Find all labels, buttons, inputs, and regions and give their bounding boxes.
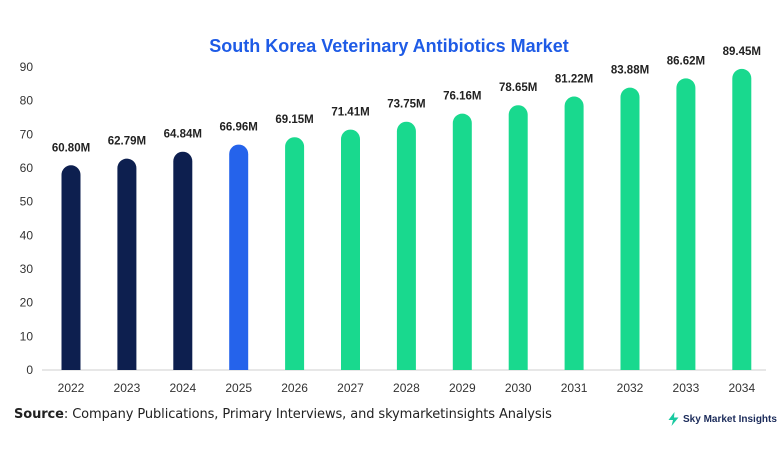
y-tick-label: 40 [20, 228, 34, 242]
x-tick-label: 2033 [673, 381, 700, 395]
bar [341, 129, 360, 370]
bar [564, 96, 584, 371]
x-axis: 2022 2023 2024 2025 2026 2027 2028 2029 2030 2031… [58, 381, 756, 395]
bar [396, 121, 416, 370]
x-tick-label: 2030 [505, 381, 532, 395]
source-note: Source: Company Publications, Primary In… [14, 407, 552, 422]
bar [173, 151, 193, 370]
y-tick-label: 10 [20, 329, 34, 343]
bar [676, 78, 696, 370]
bar [229, 144, 249, 370]
y-axis: 0 10 20 30 40 50 60 70 80 90 [20, 60, 34, 377]
y-tick-label: 70 [20, 127, 34, 141]
y-tick-label: 20 [20, 296, 34, 310]
data-label: 86.62M [667, 55, 705, 67]
bar [620, 87, 640, 370]
y-tick-label: 50 [20, 195, 34, 209]
x-tick-label: 2024 [169, 381, 196, 395]
data-labels: 60.80M 62.79M 64.84M 66.96M 69.15M 71.41M 73.7… [52, 46, 761, 154]
data-label: 76.16M [443, 91, 481, 103]
x-tick-label: 2027 [337, 381, 364, 395]
bar [508, 105, 528, 370]
data-label: 66.96M [220, 122, 258, 134]
bar [452, 113, 472, 370]
x-tick-label: 2032 [617, 381, 644, 395]
y-tick-label: 60 [20, 161, 34, 175]
y-tick-label: 90 [20, 60, 34, 74]
bar [117, 158, 137, 370]
data-label: 78.65M [499, 82, 537, 94]
data-label: 83.88M [611, 65, 649, 77]
brand-name: Sky Market Insights [683, 413, 777, 425]
y-tick-label: 30 [20, 262, 34, 276]
x-tick-label: 2022 [58, 381, 85, 395]
data-label: 89.45M [723, 46, 761, 58]
bars [61, 68, 752, 371]
bar [61, 165, 81, 370]
lightning-bolt-icon [668, 412, 679, 426]
x-tick-label: 2025 [225, 381, 252, 395]
y-tick-label: 0 [26, 363, 33, 377]
x-tick-label: 2023 [114, 381, 141, 395]
bar [732, 68, 752, 370]
brand-logo: Sky Market Insights [668, 412, 777, 426]
data-label: 81.22M [555, 74, 593, 86]
x-tick-label: 2029 [449, 381, 476, 395]
x-tick-label: 2026 [281, 381, 308, 395]
data-label: 60.80M [52, 142, 90, 154]
source-text: : Company Publications, Primary Intervie… [63, 407, 552, 422]
data-label: 71.41M [331, 107, 369, 119]
data-label: 64.84M [164, 129, 202, 141]
chart-title: South Korea Veterinary Antibiotics Marke… [209, 36, 568, 56]
x-tick-label: 2034 [728, 381, 755, 395]
data-label: 69.15M [275, 114, 313, 126]
y-tick-label: 80 [20, 94, 34, 108]
data-label: 73.75M [387, 99, 425, 111]
bar [285, 137, 305, 370]
x-tick-label: 2031 [561, 381, 588, 395]
source-label: Source [14, 407, 64, 422]
x-tick-label: 2028 [393, 381, 420, 395]
data-label: 62.79M [108, 136, 146, 148]
